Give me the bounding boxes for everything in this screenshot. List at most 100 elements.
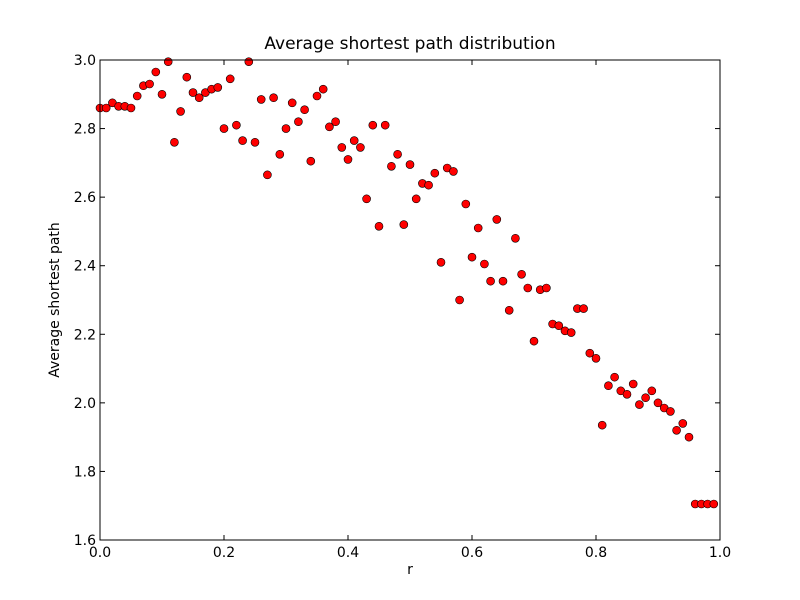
x-tick-label: 0.0 <box>89 545 111 561</box>
data-point <box>380 120 390 130</box>
data-point <box>294 117 303 127</box>
data-point <box>579 304 588 313</box>
x-tick-label: 0.6 <box>461 545 483 561</box>
y-axis-label: Average shortest path <box>47 222 63 378</box>
data-point <box>300 105 309 115</box>
data-point <box>331 117 340 127</box>
y-tick-label: 1.6 <box>74 533 96 549</box>
data-point <box>275 149 285 159</box>
data-point <box>492 215 502 224</box>
data-point <box>157 89 167 99</box>
x-tick-label: 0.8 <box>585 545 607 561</box>
data-point <box>647 386 657 396</box>
data-point <box>281 124 291 133</box>
data-point <box>678 419 688 428</box>
data-point <box>188 88 198 97</box>
data-point <box>163 57 173 67</box>
data-point <box>399 220 409 229</box>
y-tick-label: 2.4 <box>74 259 96 275</box>
data-point <box>337 143 347 152</box>
data-point <box>480 259 489 269</box>
data-point <box>585 348 595 358</box>
data-point <box>145 79 154 89</box>
data-point <box>213 83 223 92</box>
x-axis-label: r <box>407 562 413 578</box>
data-point <box>430 168 440 178</box>
data-points <box>95 57 719 509</box>
data-point <box>523 283 533 293</box>
data-point <box>511 233 520 243</box>
data-point <box>517 269 526 279</box>
x-tick-label: 1.0 <box>709 545 731 561</box>
data-point <box>238 136 247 145</box>
data-point <box>529 336 539 346</box>
data-point <box>405 160 415 169</box>
data-point <box>622 389 632 399</box>
data-point <box>194 93 204 103</box>
data-point <box>151 67 161 77</box>
data-point <box>101 103 111 113</box>
data-point <box>628 379 638 389</box>
data-point <box>219 124 229 133</box>
data-point <box>132 91 142 101</box>
data-point <box>411 194 421 204</box>
data-point <box>263 170 272 180</box>
data-point <box>591 353 601 363</box>
y-tick-label: 2.0 <box>74 396 96 412</box>
data-point <box>684 432 694 442</box>
data-point <box>170 137 179 147</box>
data-point <box>256 95 266 104</box>
y-axis-ticks: 1.6 1.8 2.0 2.2 2.4 2.6 2.8 3.0 <box>74 53 720 549</box>
data-point <box>126 103 136 113</box>
data-point <box>455 295 464 305</box>
data-point <box>269 93 278 103</box>
data-point <box>232 120 241 130</box>
data-point <box>306 156 316 166</box>
data-point <box>597 420 607 430</box>
data-point <box>362 194 371 204</box>
data-point <box>387 161 396 171</box>
data-point <box>486 276 495 286</box>
data-point <box>498 276 508 286</box>
data-point <box>312 91 322 101</box>
y-tick-label: 2.2 <box>74 327 96 343</box>
chart-title: Average shortest path distribution <box>264 34 555 54</box>
data-point <box>641 393 650 403</box>
data-point <box>604 381 613 391</box>
data-point <box>504 305 514 315</box>
data-point <box>343 155 353 164</box>
data-point <box>449 167 458 176</box>
y-tick-label: 2.8 <box>74 122 96 138</box>
data-point <box>467 252 477 262</box>
data-point <box>473 223 483 233</box>
x-axis-ticks: 0.0 0.2 0.4 0.6 0.8 1.0 <box>89 60 731 561</box>
data-point <box>349 136 359 145</box>
data-point <box>635 400 644 409</box>
data-point <box>566 328 576 337</box>
data-point <box>368 120 378 130</box>
data-point <box>709 499 719 509</box>
data-point <box>610 372 619 382</box>
data-point <box>653 398 663 408</box>
y-tick-label: 3.0 <box>74 53 96 69</box>
data-point <box>244 57 254 67</box>
x-tick-label: 0.2 <box>213 545 235 561</box>
x-tick-label: 0.4 <box>337 545 359 561</box>
data-point <box>176 107 185 116</box>
data-point <box>542 283 551 293</box>
data-point <box>461 199 471 209</box>
data-point <box>666 407 675 416</box>
data-point <box>436 257 446 267</box>
data-point <box>250 137 260 147</box>
data-point <box>325 122 334 132</box>
data-point <box>554 321 564 331</box>
data-point <box>672 425 681 435</box>
data-point <box>225 74 235 84</box>
data-point <box>424 180 433 190</box>
data-point <box>318 84 328 94</box>
data-point <box>393 149 402 159</box>
data-point <box>356 143 365 152</box>
data-point <box>182 72 192 82</box>
